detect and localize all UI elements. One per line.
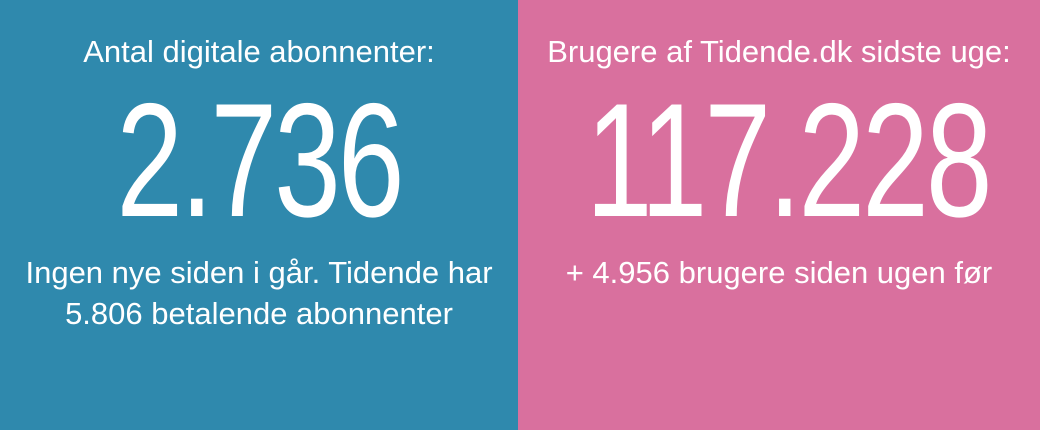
subscribers-title: Antal digitale abonnenter: [83,34,435,69]
users-title: Brugere af Tidende.dk sidste uge: [547,34,1011,69]
subscribers-panel: Antal digitale abonnenter: 2.736 Ingen n… [0,0,518,430]
subscribers-count: 2.736 [116,70,404,251]
users-panel: Brugere af Tidende.dk sidste uge: 117.22… [518,0,1040,430]
subscribers-note-line-1: Ingen nye siden i går. Tidende har [25,255,493,290]
users-note: + 4.956 brugere siden ugen før [518,252,1040,293]
subscribers-note-line-2: 5.806 betalende abonnenter [65,296,453,331]
users-count: 117.228 [585,70,993,251]
users-note-line-1: + 4.956 brugere siden ugen før [565,255,993,290]
subscribers-note: Ingen nye siden i går. Tidende har 5.806… [0,252,518,334]
